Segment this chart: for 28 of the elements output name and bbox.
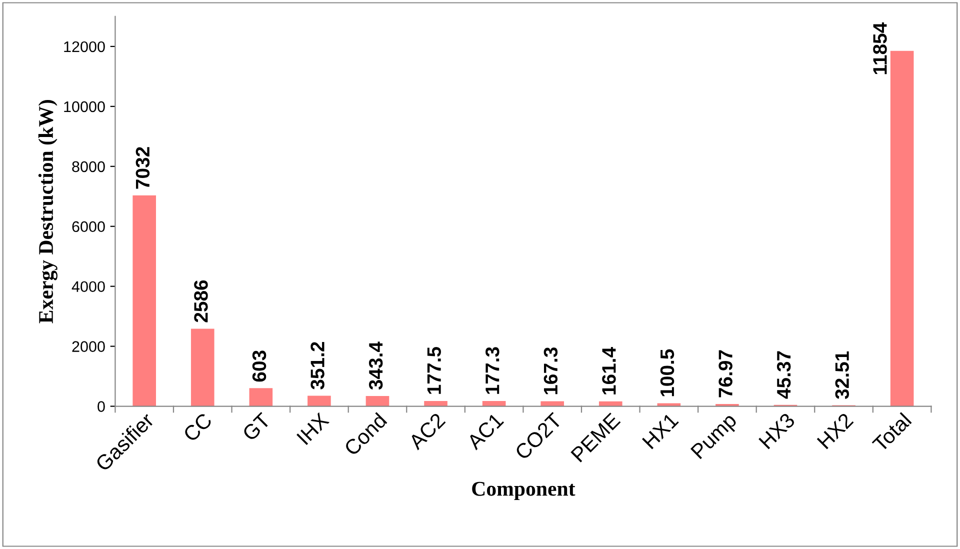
x-tick-label: IHX [296, 412, 330, 445]
x-tick-label: HX1 [642, 412, 679, 450]
y-tick-label: 6000 [72, 221, 105, 232]
y-axis-title: Exergy Destruction (kW) [38, 100, 58, 324]
data-label: 167.3 [544, 347, 558, 394]
data-label: 177.5 [427, 346, 441, 394]
data-label: 343.4 [368, 342, 383, 390]
data-label: 177.3 [486, 347, 500, 394]
data-label: 2586 [194, 280, 208, 322]
y-tick-label: 8000 [72, 161, 105, 172]
data-label: 45.37 [776, 351, 791, 399]
y-tick-label: 12000 [64, 41, 105, 52]
data-label: 351.2 [310, 342, 324, 390]
data-label: 76.97 [718, 350, 732, 398]
y-tick-label: 2000 [72, 341, 105, 352]
data-label: 100.5 [660, 349, 674, 396]
data-label: 32.51 [835, 351, 850, 399]
x-axis-title: Component [472, 482, 576, 500]
data-label: 603 [252, 350, 266, 382]
x-tick-label: GT [242, 412, 272, 442]
y-tick-label: 0 [98, 401, 105, 412]
y-tick-label: 10000 [64, 101, 105, 112]
data-label: 161.4 [602, 347, 616, 394]
data-label: 11854 [873, 22, 887, 74]
x-tick-label: CC [182, 412, 213, 442]
x-tick-label: HX2 [816, 412, 854, 450]
data-label: 7032 [136, 147, 150, 189]
y-tick-label: 4000 [72, 281, 105, 292]
